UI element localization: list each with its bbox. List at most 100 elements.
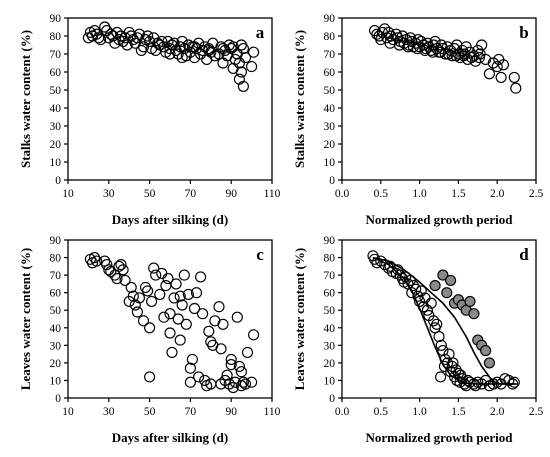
data-point-open — [215, 378, 227, 390]
y-axis-title: Stalks water content (%) — [18, 30, 33, 168]
panel-d: 0.0 0.5 1.0 1.5 2.0 2.5 0 10 20 30 40 50 60 70 80 90 Nor… — [292, 235, 543, 445]
data-point-open — [483, 68, 495, 80]
y-tick-label: 0 — [55, 175, 61, 187]
y-tick-label: 70 — [50, 270, 62, 282]
data-point-open — [466, 52, 478, 64]
data-point-open — [158, 311, 170, 323]
y-tick-label: 30 — [324, 340, 336, 352]
data-point-open — [182, 288, 194, 300]
data-point-open — [508, 376, 520, 388]
data-point-open — [393, 39, 405, 51]
data-point-open — [178, 269, 190, 281]
data-point-open — [164, 327, 176, 339]
x-tick-label: 1.5 — [451, 406, 466, 418]
y-tick-label: 0 — [329, 175, 335, 187]
data-point-filled — [445, 274, 457, 286]
data-point-open — [235, 380, 247, 392]
data-point-open — [188, 302, 201, 315]
data-point-open — [142, 30, 154, 42]
y-tick-label: 20 — [324, 358, 336, 370]
data-point-open — [150, 269, 162, 281]
data-point-filled — [483, 357, 495, 369]
data-point-open — [431, 318, 443, 330]
y-tick-label: 80 — [50, 31, 62, 43]
data-point-open — [148, 262, 160, 274]
data-point-open — [507, 378, 519, 390]
plot-frame — [341, 17, 537, 181]
x-tick-label: 10 — [62, 188, 74, 200]
data-point-open — [184, 376, 196, 388]
data-point-open — [442, 48, 454, 60]
data-point-open — [241, 346, 254, 358]
data-point-open — [170, 278, 182, 290]
data-point-open — [137, 315, 150, 327]
data-point-open — [460, 380, 472, 392]
data-point-open — [119, 274, 131, 286]
plot-frame — [67, 17, 273, 181]
y-tick-label: 20 — [50, 139, 62, 151]
data-point-open — [415, 285, 427, 297]
data-point-open — [375, 34, 387, 46]
x-axis-title: Normalized growth period — [365, 430, 513, 445]
y-tick-label: 30 — [324, 121, 336, 133]
data-point-open — [410, 283, 422, 295]
data-point-open — [248, 46, 260, 58]
data-point-open — [180, 318, 192, 330]
y-tick-label: 60 — [50, 288, 62, 300]
y-tick-label: 80 — [50, 253, 62, 265]
data-point-open — [105, 266, 117, 278]
data-point-open — [451, 39, 463, 51]
data-point-open — [476, 378, 488, 390]
x-tick-label: 30 — [103, 188, 115, 200]
y-tick-label: 90 — [50, 13, 62, 25]
x-axis-title: Normalized growth period — [365, 212, 513, 227]
y-tick-label: 70 — [50, 49, 62, 61]
x-tick-label: 2.0 — [490, 188, 505, 200]
y-tick-label: 0 — [329, 393, 335, 405]
data-point-open — [221, 369, 233, 381]
x-tick-label: 70 — [185, 406, 197, 418]
data-point-open — [174, 334, 186, 346]
panel-letter: a — [256, 23, 265, 42]
data-point-open — [193, 371, 205, 383]
y-axis-title: Leaves water content (%) — [292, 248, 307, 390]
data-point-open — [233, 360, 245, 372]
data-point-open — [435, 46, 447, 58]
data-point-open — [425, 297, 437, 309]
y-tick-label: 50 — [50, 305, 62, 317]
data-point-open — [411, 43, 423, 55]
data-point-open — [174, 290, 186, 302]
data-point-open — [497, 59, 509, 71]
y-tick-label: 0 — [55, 393, 61, 405]
x-axis-title: Days after silking (d) — [112, 430, 228, 445]
data-point-open — [162, 273, 174, 285]
data-point-open — [392, 264, 404, 276]
data-point-open — [235, 66, 247, 78]
y-tick-label: 30 — [50, 340, 62, 352]
y-axis-title: Stalks water content (%) — [292, 30, 307, 168]
y-tick-label: 50 — [324, 305, 336, 317]
y-tick-label: 40 — [324, 103, 336, 115]
data-point-open — [237, 80, 249, 92]
data-point-open — [439, 48, 451, 60]
data-point-open — [203, 325, 215, 337]
data-point-open — [144, 322, 156, 334]
y-tick-label: 90 — [324, 235, 336, 247]
data-point-open — [166, 346, 178, 358]
data-point-open — [417, 301, 430, 313]
data-point-open — [394, 269, 406, 281]
data-point-open — [168, 292, 180, 304]
data-point-open — [419, 44, 431, 56]
data-point-open — [139, 281, 152, 293]
data-point-open — [176, 35, 188, 47]
y-tick-label: 10 — [324, 157, 336, 169]
data-point-open — [168, 37, 180, 49]
y-tick-label: 40 — [50, 103, 62, 115]
data-point-open — [455, 369, 467, 381]
data-point-open — [172, 313, 184, 325]
data-point-open — [164, 308, 176, 320]
x-tick-label: 10 — [62, 406, 74, 418]
data-point-open — [160, 280, 172, 292]
data-point-open — [412, 290, 424, 302]
